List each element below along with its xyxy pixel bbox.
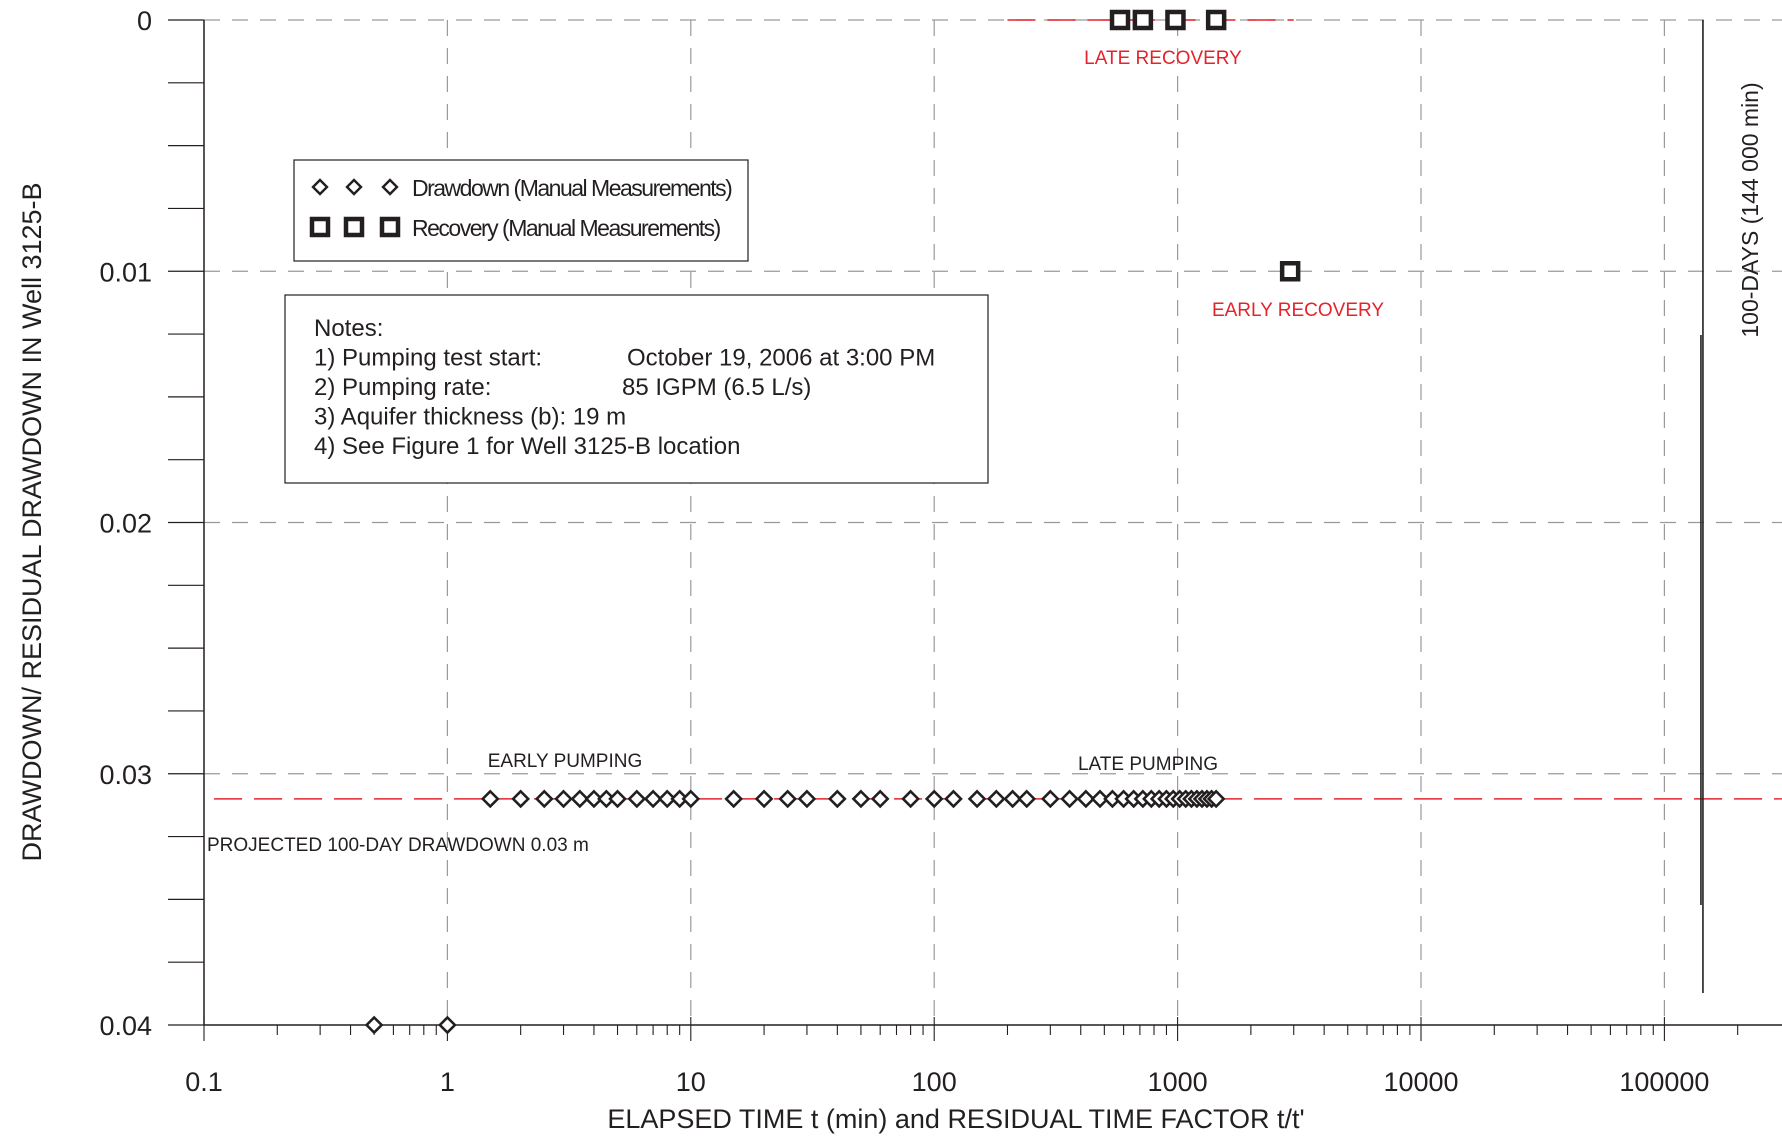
y-axis-title: DRAWDOWN/ RESIDUAL DRAWDOWN IN Well 3125…	[17, 182, 47, 861]
drawdown-point	[1003, 789, 1022, 809]
legend-square-marker	[343, 216, 365, 238]
x-tick-label: 10000	[1383, 1067, 1458, 1097]
legend-diamond-marker	[311, 178, 329, 196]
recovery-point	[1205, 9, 1227, 31]
annotation-early-pumping: EARLY PUMPING	[488, 751, 643, 772]
drawdown-point	[870, 789, 890, 809]
drawdown-point	[1090, 789, 1110, 809]
drawdown-point	[627, 789, 647, 809]
drawdown-point	[724, 789, 743, 809]
grid-lines	[204, 19, 1782, 1025]
notes-line: 1) Pumping test start:	[314, 345, 542, 372]
drawdown-point	[754, 789, 774, 809]
drawdown-point	[554, 789, 573, 809]
drawdown-point	[643, 789, 663, 809]
notes-line: 2) Pumping rate:	[314, 374, 491, 401]
notes-line-value: 85 IGPM (6.5 L/s)	[622, 374, 811, 401]
x-tick-label: 1000	[1148, 1067, 1208, 1097]
recovery-point	[1279, 261, 1301, 282]
reference-lines: 100-DAYS (144 000 min)	[214, 19, 1782, 993]
drawdown-point	[534, 789, 554, 809]
x-tick-label: 1	[440, 1067, 455, 1097]
x-tick-label: 100	[912, 1067, 957, 1097]
drawdown-point	[1076, 789, 1096, 809]
drawdown-point	[657, 789, 677, 809]
notes-border	[284, 294, 989, 484]
annotations: LATE RECOVERY EARLY RECOVERY EARLY PUMPING…	[207, 48, 1384, 856]
drawdown-point	[570, 789, 590, 809]
x-axis-title: ELAPSED TIME t (min) and RESIDUAL TIME F…	[607, 1104, 1304, 1134]
recovery-point	[1109, 9, 1131, 31]
drawdown-point	[967, 789, 987, 809]
legend-square-marker	[379, 216, 401, 238]
annotation-early-recovery: EARLY RECOVERY	[1212, 300, 1384, 321]
notes-box: Notes: 1) Pumping test start: October 19, …	[284, 294, 989, 484]
axes: 0 0.01 0.02 0.03 0.04 0.1 1 10 100 1000 10000 10000…	[17, 6, 1782, 1134]
drawdown-point	[797, 789, 817, 809]
drawdown-point	[1017, 789, 1037, 809]
legend-square-marker	[309, 216, 331, 238]
drawdown-point	[944, 789, 963, 809]
drawdown-point	[1060, 789, 1079, 809]
drawdown-point	[901, 789, 920, 809]
y-tick-label: 0.04	[99, 1011, 152, 1041]
legend-box	[293, 159, 749, 262]
label-100-days: 100-DAYS (144 000 min)	[1737, 82, 1763, 337]
drawdown-point	[986, 789, 1006, 809]
drawdown-point	[608, 789, 627, 809]
notes-line: 3) Aquifer thickness (b): 19 m	[314, 404, 626, 431]
drawdown-point	[480, 789, 500, 809]
drawdown-point	[364, 1015, 384, 1035]
notes-line: 4) See Figure 1 for Well 3125-B location	[314, 433, 740, 460]
y-tick-label: 0.03	[99, 760, 152, 790]
legend-diamond-marker	[345, 178, 363, 196]
drawdown-point	[1040, 789, 1060, 809]
drawdown-point	[851, 789, 871, 809]
annotation-late-pumping: LATE PUMPING	[1078, 754, 1218, 775]
notes-line-value: October 19, 2006 at 3:00 PM	[627, 345, 935, 372]
drawdown-point	[1206, 789, 1226, 809]
annotation-late-recovery: LATE RECOVERY	[1084, 48, 1242, 69]
legend-label-drawdown: Drawdown (Manual Measurements)	[412, 175, 732, 201]
y-tick-label: 0	[137, 6, 152, 36]
drawdown-point	[584, 789, 604, 809]
drawdown-point	[778, 789, 797, 809]
drawdown-point	[438, 1015, 457, 1035]
x-tick-label: 0.1	[185, 1067, 223, 1097]
notes-line: Notes:	[314, 315, 383, 342]
recovery-point	[1132, 9, 1154, 31]
x-tick-label: 10	[676, 1067, 706, 1097]
drawdown-point	[511, 789, 531, 809]
drawdown-point	[681, 789, 701, 809]
y-tick-label: 0.01	[99, 257, 152, 287]
x-tick-label: 100000	[1619, 1067, 1709, 1097]
drawdown-point	[924, 789, 944, 809]
y-tick-label: 0.02	[99, 509, 152, 539]
legend: Drawdown (Manual Measurements) Recovery (…	[293, 159, 749, 262]
legend-label-recovery: Recovery (Manual Measurements)	[412, 215, 721, 241]
drawdown-point	[828, 789, 847, 809]
legend-diamond-marker	[381, 178, 399, 196]
recovery-point	[1165, 9, 1186, 31]
data-points	[364, 9, 1301, 1035]
annotation-projected-drawdown: PROJECTED 100-DAY DRAWDOWN 0.03 m	[207, 835, 589, 856]
